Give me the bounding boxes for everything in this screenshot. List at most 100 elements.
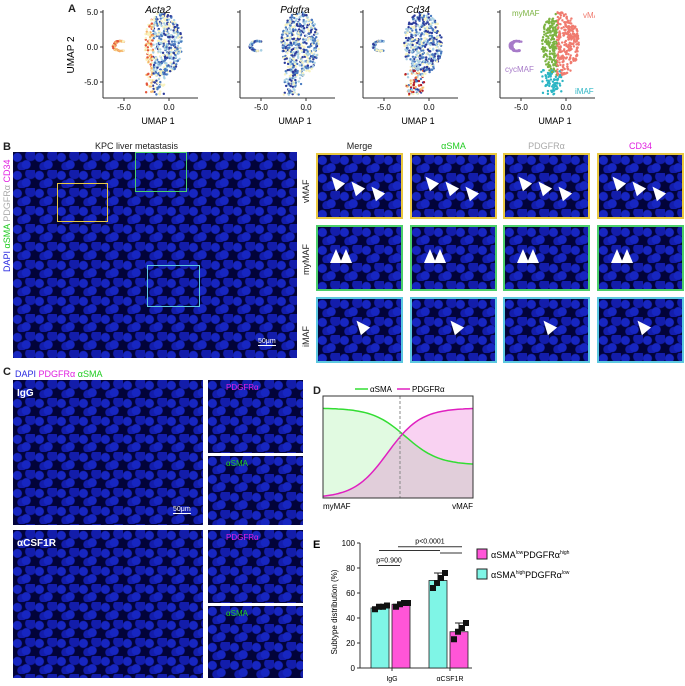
umap-cell — [297, 93, 300, 96]
umap-cell — [299, 34, 303, 37]
umap-cell — [146, 73, 149, 76]
umap-cell — [568, 30, 571, 34]
panel-d-label: D — [313, 385, 321, 397]
umap-cell — [404, 34, 408, 37]
umap-cell — [170, 62, 174, 66]
umap-cell — [556, 56, 560, 60]
umap-cell — [283, 41, 287, 44]
umap-cell — [313, 61, 316, 64]
umap-cell — [292, 71, 295, 74]
umap-cell — [163, 17, 166, 21]
umap-cell — [157, 64, 160, 68]
liver-metastasis-micrograph: 50μm — [13, 152, 297, 358]
umap-cell — [423, 69, 426, 73]
data-point — [372, 606, 378, 613]
umap-cell — [161, 84, 165, 87]
umap-cell — [422, 56, 425, 59]
umap-cell — [170, 16, 173, 19]
arrowhead-icon — [340, 249, 352, 263]
umap-cell — [418, 31, 421, 35]
umap-cell — [159, 22, 162, 25]
panel-c-header: DAPI PDGFRα αSMA — [15, 369, 102, 379]
umap-cell — [169, 43, 173, 46]
umap-cell — [413, 64, 417, 68]
umap-cell — [547, 73, 550, 76]
umap-cell — [372, 46, 375, 49]
umap-cell — [292, 60, 295, 63]
umap-cell — [168, 42, 171, 45]
umap-clusters: -5.0 0.0 UMAP 1 myMAF vMAF cycMAF iMAF — [497, 9, 595, 126]
umap-cell — [422, 14, 426, 17]
umap-cell — [418, 26, 421, 29]
umap-cell — [144, 38, 148, 41]
umap-cell — [406, 31, 409, 35]
umap-cell — [291, 20, 295, 23]
umap-cell — [566, 62, 569, 66]
umap-cell — [293, 73, 297, 77]
arrowhead-icon — [445, 316, 465, 336]
umap-cell — [170, 33, 173, 37]
umap-cell — [426, 30, 430, 33]
umap-cell — [556, 86, 559, 90]
umap-cell — [425, 26, 429, 29]
umap-cell — [416, 17, 420, 20]
umap-cell — [313, 53, 316, 56]
arrowhead-icon — [424, 249, 436, 263]
channel-legend: DAPI αSMA PDGFRα CD34 — [2, 160, 12, 273]
umap-cell — [435, 43, 438, 47]
umap-cell — [297, 38, 300, 41]
umap-cell — [562, 57, 565, 60]
umap-cell — [428, 31, 432, 34]
umap-cell — [546, 35, 550, 38]
umap-title: Pdgfra — [280, 5, 310, 16]
legend-asma: αSMA — [370, 385, 393, 394]
umap-cell — [414, 85, 417, 89]
umap-cell — [424, 58, 428, 61]
umap-cell — [556, 72, 560, 76]
umap-cell — [306, 60, 309, 63]
arrowhead-icon — [632, 316, 652, 336]
umap-cell — [163, 58, 167, 62]
umap-cell — [562, 33, 566, 36]
umap-cell — [173, 40, 176, 43]
column-header: PDGFRα — [528, 141, 565, 151]
umap-cell — [569, 69, 572, 72]
umap-cell — [544, 63, 548, 66]
umap-cell — [168, 38, 172, 41]
arrowhead-icon — [420, 172, 440, 192]
arrowhead-icon — [621, 249, 633, 263]
umap-cell — [435, 49, 438, 52]
umap-cell — [405, 49, 408, 52]
x-tick: -5.0 — [254, 103, 268, 112]
umap-cell — [302, 14, 305, 18]
umap-cell — [549, 58, 552, 61]
x-tick: -5.0 — [117, 103, 131, 112]
umap-cell — [253, 49, 256, 53]
umap-cell — [288, 90, 292, 93]
umap-cell — [415, 53, 418, 56]
umap-cell — [154, 59, 158, 62]
umap-cell — [173, 26, 176, 29]
umap-cell — [552, 50, 555, 53]
umap-cell — [565, 16, 568, 19]
umap-cell — [178, 57, 181, 61]
umap-cell — [286, 21, 289, 24]
umap-cell — [404, 36, 408, 40]
umap-cell — [541, 46, 545, 49]
umap-cell — [547, 20, 551, 23]
umap-cell — [284, 26, 288, 29]
umap-cell — [403, 41, 406, 45]
umap-cell — [552, 92, 556, 96]
umap-cell — [169, 50, 172, 54]
pdgfra-area — [323, 408, 473, 498]
bar — [370, 607, 390, 669]
umap-cell — [301, 55, 304, 59]
umap-cell — [155, 79, 158, 82]
umap-cell — [162, 66, 166, 69]
umap-cell — [291, 85, 295, 89]
umap-cell — [420, 32, 424, 35]
umap-cell — [304, 53, 307, 57]
umap-cell — [315, 35, 318, 39]
umap-cell — [152, 51, 155, 54]
umap-cell — [568, 35, 571, 38]
